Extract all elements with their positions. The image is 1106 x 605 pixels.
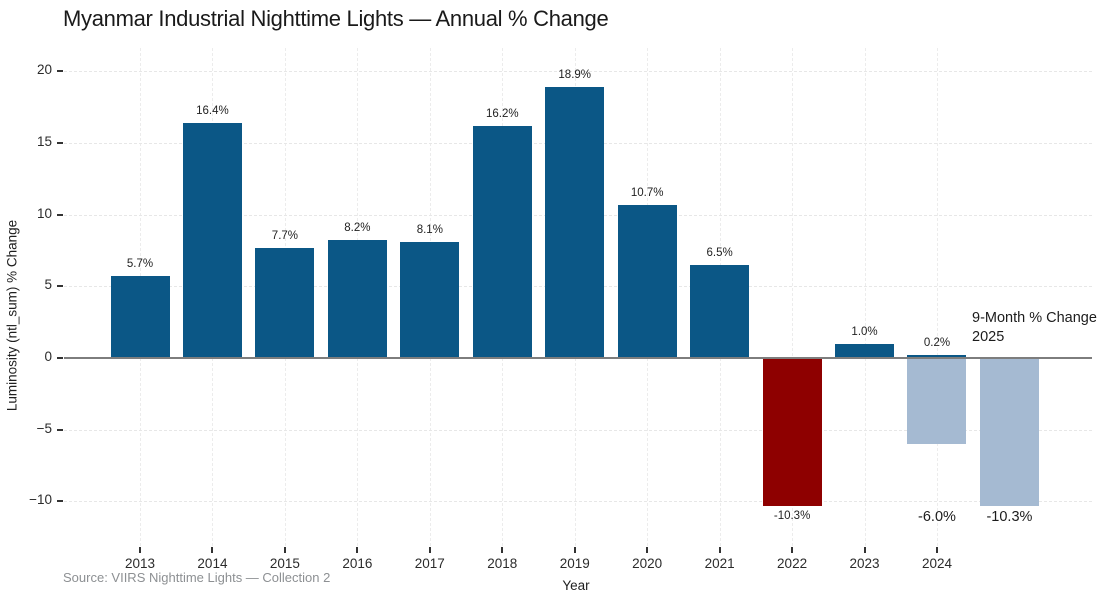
x-tick-label-2021: 2021	[704, 556, 735, 571]
gridline-h--5	[64, 429, 1092, 431]
x-tick-label-2017: 2017	[414, 556, 445, 571]
bar-annual_pct_change-2014	[182, 122, 242, 358]
bar-label-nine_month_pct_change-2025: -10.3%	[986, 508, 1033, 525]
x-tick-2021	[718, 547, 721, 553]
y-tick-label--10: −10	[29, 492, 52, 508]
x-tick-label-2014: 2014	[197, 556, 228, 571]
x-tick-label-2020: 2020	[632, 556, 663, 571]
x-tick-2015	[283, 547, 286, 553]
x-tick-label-2018: 2018	[487, 556, 518, 571]
bar-label-annual_pct_change-2021: 6.5%	[706, 246, 733, 259]
x-tick-label-2022: 2022	[777, 556, 808, 571]
x-tick-2020	[646, 547, 649, 553]
bar-label-annual_pct_change-2018: 16.2%	[485, 107, 519, 120]
bar-label-annual_pct_change-2017: 8.1%	[416, 223, 443, 236]
bar-label-nine_month_pct_change-2024: -6.0%	[918, 508, 956, 525]
gridline-h--10	[64, 501, 1092, 503]
bar-label-annual_pct_change-2014: 16.4%	[196, 104, 229, 117]
y-tick-label-0: 0	[44, 349, 52, 364]
gridline-v-2022	[792, 48, 794, 546]
x-tick-2014	[211, 547, 214, 553]
x-tick-2016	[356, 547, 359, 553]
x-tick-label-2015: 2015	[269, 556, 300, 571]
x-tick-label-2024: 2024	[921, 556, 952, 571]
gridline-h-20	[64, 71, 1092, 73]
y-tick-label-5: 5	[44, 277, 52, 293]
x-tick-2013	[139, 547, 141, 553]
bar-nine_month_pct_change-2025	[979, 358, 1039, 506]
x-tick-label-2013: 2013	[124, 556, 156, 571]
x-tick-2023	[863, 547, 866, 553]
bar-annual_pct_change-2013	[110, 276, 170, 358]
x-tick-label-2016: 2016	[342, 556, 373, 571]
chart-title: Myanmar Industrial Nighttime Lights — An…	[63, 6, 609, 31]
nine-month-annotation: 9-Month % Change 2025	[972, 309, 1097, 347]
y-tick-10	[57, 213, 63, 216]
bar-label-annual_pct_change-2024: 0.2%	[923, 337, 951, 350]
x-tick-2017	[428, 547, 431, 553]
x-axis-title: Year	[562, 578, 590, 593]
bar-annual_pct_change-2016	[327, 240, 387, 358]
y-tick-label-15: 15	[36, 134, 52, 150]
bar-annual_pct_change-2021	[690, 264, 750, 358]
zero-line	[64, 357, 1092, 359]
x-tick-2018	[501, 547, 504, 553]
y-tick-label-20: 20	[36, 62, 52, 78]
bar-label-annual_pct_change-2022: -10.3%	[773, 509, 811, 522]
bar-label-annual_pct_change-2016: 8.2%	[344, 222, 371, 235]
bar-nine_month_pct_change-2024	[907, 358, 967, 444]
y-tick--5	[57, 428, 63, 431]
gridline-v-2023	[864, 48, 866, 546]
bar-label-annual_pct_change-2013: 5.7%	[126, 258, 154, 271]
bar-annual_pct_change-2019	[545, 87, 605, 358]
bar-label-annual_pct_change-2020: 10.7%	[630, 186, 664, 199]
bar-annual_pct_change-2024	[907, 355, 967, 358]
y-tick-0	[57, 357, 63, 359]
bar-annual_pct_change-2020	[617, 204, 677, 358]
gridline-v-2024	[936, 48, 938, 546]
y-tick-20	[57, 70, 63, 73]
annotation-line2: 2025	[972, 329, 1005, 345]
bar-label-annual_pct_change-2023: 1.0%	[851, 325, 878, 338]
bar-annual_pct_change-2022	[762, 358, 822, 506]
y-tick-label-10: 10	[36, 205, 52, 221]
x-tick-label-2019: 2019	[559, 556, 590, 571]
bar-label-annual_pct_change-2015: 7.7%	[271, 229, 299, 242]
x-tick-label-2023: 2023	[849, 556, 880, 571]
bar-annual_pct_change-2015	[255, 247, 315, 358]
bar-label-annual_pct_change-2019: 18.9%	[558, 69, 592, 82]
bar-annual_pct_change-2017	[400, 241, 460, 358]
bar-annual_pct_change-2018	[472, 125, 532, 358]
source-note: Source: VIIRS Nighttime Lights — Collect…	[63, 570, 331, 585]
bar-annual_pct_change-2023	[835, 343, 895, 358]
y-tick-5	[57, 285, 63, 288]
x-tick-2024	[935, 547, 938, 553]
y-tick-label--5: −5	[36, 420, 52, 436]
y-tick--10	[57, 500, 63, 503]
y-tick-15	[57, 142, 63, 145]
annotation-line1: 9-Month % Change	[972, 310, 1097, 326]
x-tick-2022	[791, 547, 794, 553]
x-tick-2019	[573, 547, 576, 553]
